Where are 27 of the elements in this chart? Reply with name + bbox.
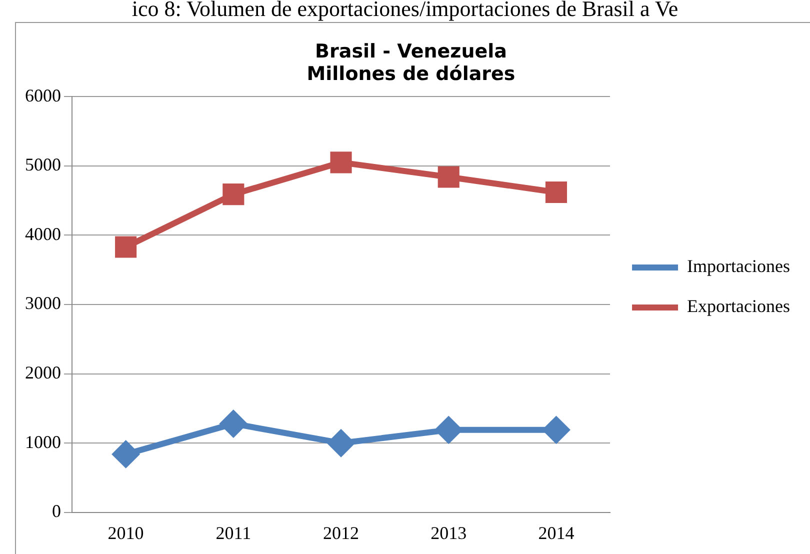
text: ico 8: Volumen de exportaciones/importaciones de Brasil a Ve [130, 0, 680, 22]
point [115, 236, 137, 258]
x-tick-label: 2012 [323, 522, 360, 543]
legend-label: Exportaciones [687, 296, 790, 316]
point [330, 152, 352, 174]
point [328, 430, 354, 456]
y-tick-label: 3000 [25, 293, 61, 314]
point [436, 416, 462, 443]
point [543, 416, 570, 443]
x-tick-label: 2013 [430, 522, 467, 543]
legend-label: Importaciones [687, 256, 790, 276]
text: Millones de dólares [306, 63, 516, 86]
y-tick-label: 1000 [25, 432, 61, 452]
y-tick-label: 2000 [25, 362, 61, 383]
point [220, 410, 246, 437]
x-tick-label: 2011 [216, 522, 252, 543]
y-tick-label: 6000 [25, 85, 61, 106]
point [545, 181, 568, 204]
point [438, 166, 460, 188]
point [112, 441, 139, 468]
y-tick-label: 0 [52, 501, 61, 522]
text: Brasil - Venezuela [315, 40, 507, 62]
y-tick-label: 4000 [25, 224, 61, 244]
x-tick-label: 2014 [538, 522, 574, 543]
point [222, 184, 244, 206]
x-tick-label: 2010 [108, 522, 144, 543]
y-tick-label: 5000 [25, 154, 61, 175]
